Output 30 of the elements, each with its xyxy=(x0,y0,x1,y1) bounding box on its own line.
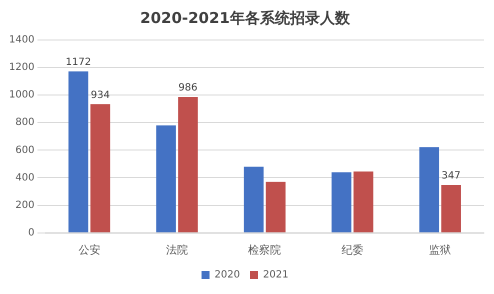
chart-title: 2020-2021年各系统招录人数 xyxy=(140,8,351,27)
y-tick-label: 600 xyxy=(15,144,34,156)
x-tick-label: 公安 xyxy=(78,243,100,256)
data-label: 1172 xyxy=(66,56,92,68)
x-tick-label: 法院 xyxy=(166,243,188,256)
x-tick-label: 纪委 xyxy=(341,243,364,256)
legend-label: 2021 xyxy=(263,270,288,281)
x-tick-label: 检察院 xyxy=(248,243,282,256)
y-tick-label: 1200 xyxy=(8,62,34,74)
y-tick-label: 800 xyxy=(15,117,34,128)
y-tick-label: 400 xyxy=(15,172,34,184)
bar xyxy=(354,172,374,232)
bar xyxy=(244,166,264,232)
y-tick-label: 1000 xyxy=(8,90,34,101)
bar xyxy=(419,147,440,232)
y-tick-label: 0 xyxy=(28,227,34,238)
y-tick-label: 1400 xyxy=(8,34,34,46)
data-label: 934 xyxy=(90,90,110,101)
data-label: 347 xyxy=(442,170,461,182)
data-label: 986 xyxy=(178,82,198,94)
bar xyxy=(68,71,88,232)
x-tick-label: 监狱 xyxy=(429,243,452,256)
bar xyxy=(178,97,198,232)
bar xyxy=(90,104,110,232)
bar xyxy=(156,125,176,232)
legend-label: 2020 xyxy=(214,270,240,281)
bar xyxy=(266,182,286,232)
bar xyxy=(441,185,461,232)
y-tick-label: 200 xyxy=(15,200,34,211)
bar xyxy=(332,172,352,232)
